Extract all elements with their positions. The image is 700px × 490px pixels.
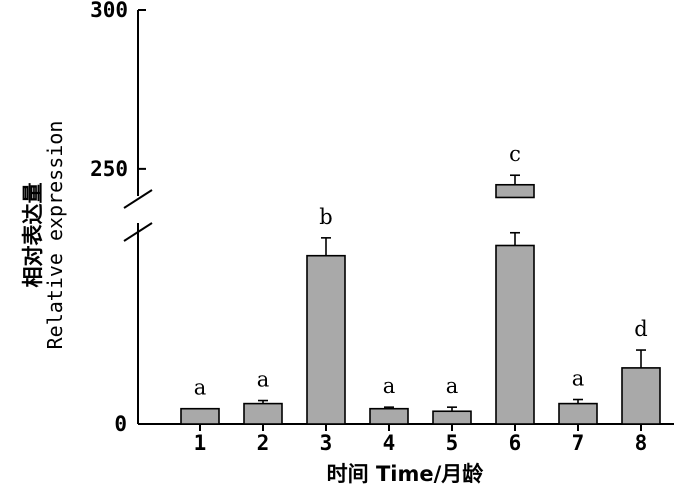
bar-upper-segment bbox=[495, 183, 535, 199]
bar bbox=[243, 402, 283, 425]
significance-letter: a bbox=[194, 376, 207, 400]
x-tick-label: 2 bbox=[257, 431, 270, 455]
significance-letter: a bbox=[572, 367, 585, 391]
significance-letter: b bbox=[319, 205, 332, 229]
bar bbox=[369, 407, 409, 425]
axis-break-mark-upper bbox=[123, 189, 153, 209]
axes bbox=[123, 9, 674, 431]
y-axis-title-cn: 相对表达量 bbox=[21, 183, 45, 288]
significance-letter: a bbox=[383, 374, 396, 398]
significance-letter: d bbox=[634, 317, 647, 341]
y-tick-label: 300 bbox=[90, 0, 128, 22]
bar bbox=[306, 254, 346, 425]
bars bbox=[180, 174, 661, 425]
x-axis-title: 时间 Time/月龄 bbox=[327, 462, 485, 486]
x-tick-label: 3 bbox=[320, 431, 333, 455]
bar bbox=[180, 407, 220, 425]
x-tick-label: 4 bbox=[383, 431, 396, 455]
significance-letter: a bbox=[257, 368, 270, 392]
significance-letter: a bbox=[446, 374, 459, 398]
significance-letter: c bbox=[509, 142, 521, 166]
x-tick-label: 6 bbox=[509, 431, 522, 455]
x-tick-label: 7 bbox=[572, 431, 585, 455]
bar bbox=[432, 410, 472, 425]
y-axis-title-en: Relative expression bbox=[43, 121, 67, 350]
bar bbox=[621, 367, 661, 425]
x-tick-label: 5 bbox=[446, 431, 459, 455]
bar bbox=[558, 402, 598, 425]
y-tick-label: 250 bbox=[90, 157, 128, 181]
labels: 0 250 300 1 a 2 a 3 b 4 a 5 a 6 c 7 a 8 d bbox=[90, 0, 648, 455]
bar bbox=[495, 244, 535, 425]
axis-break-mark-lower bbox=[123, 222, 153, 242]
x-tick-label: 1 bbox=[194, 431, 207, 455]
x-tick-label: 8 bbox=[635, 431, 648, 455]
y-tick-label: 0 bbox=[114, 412, 127, 436]
